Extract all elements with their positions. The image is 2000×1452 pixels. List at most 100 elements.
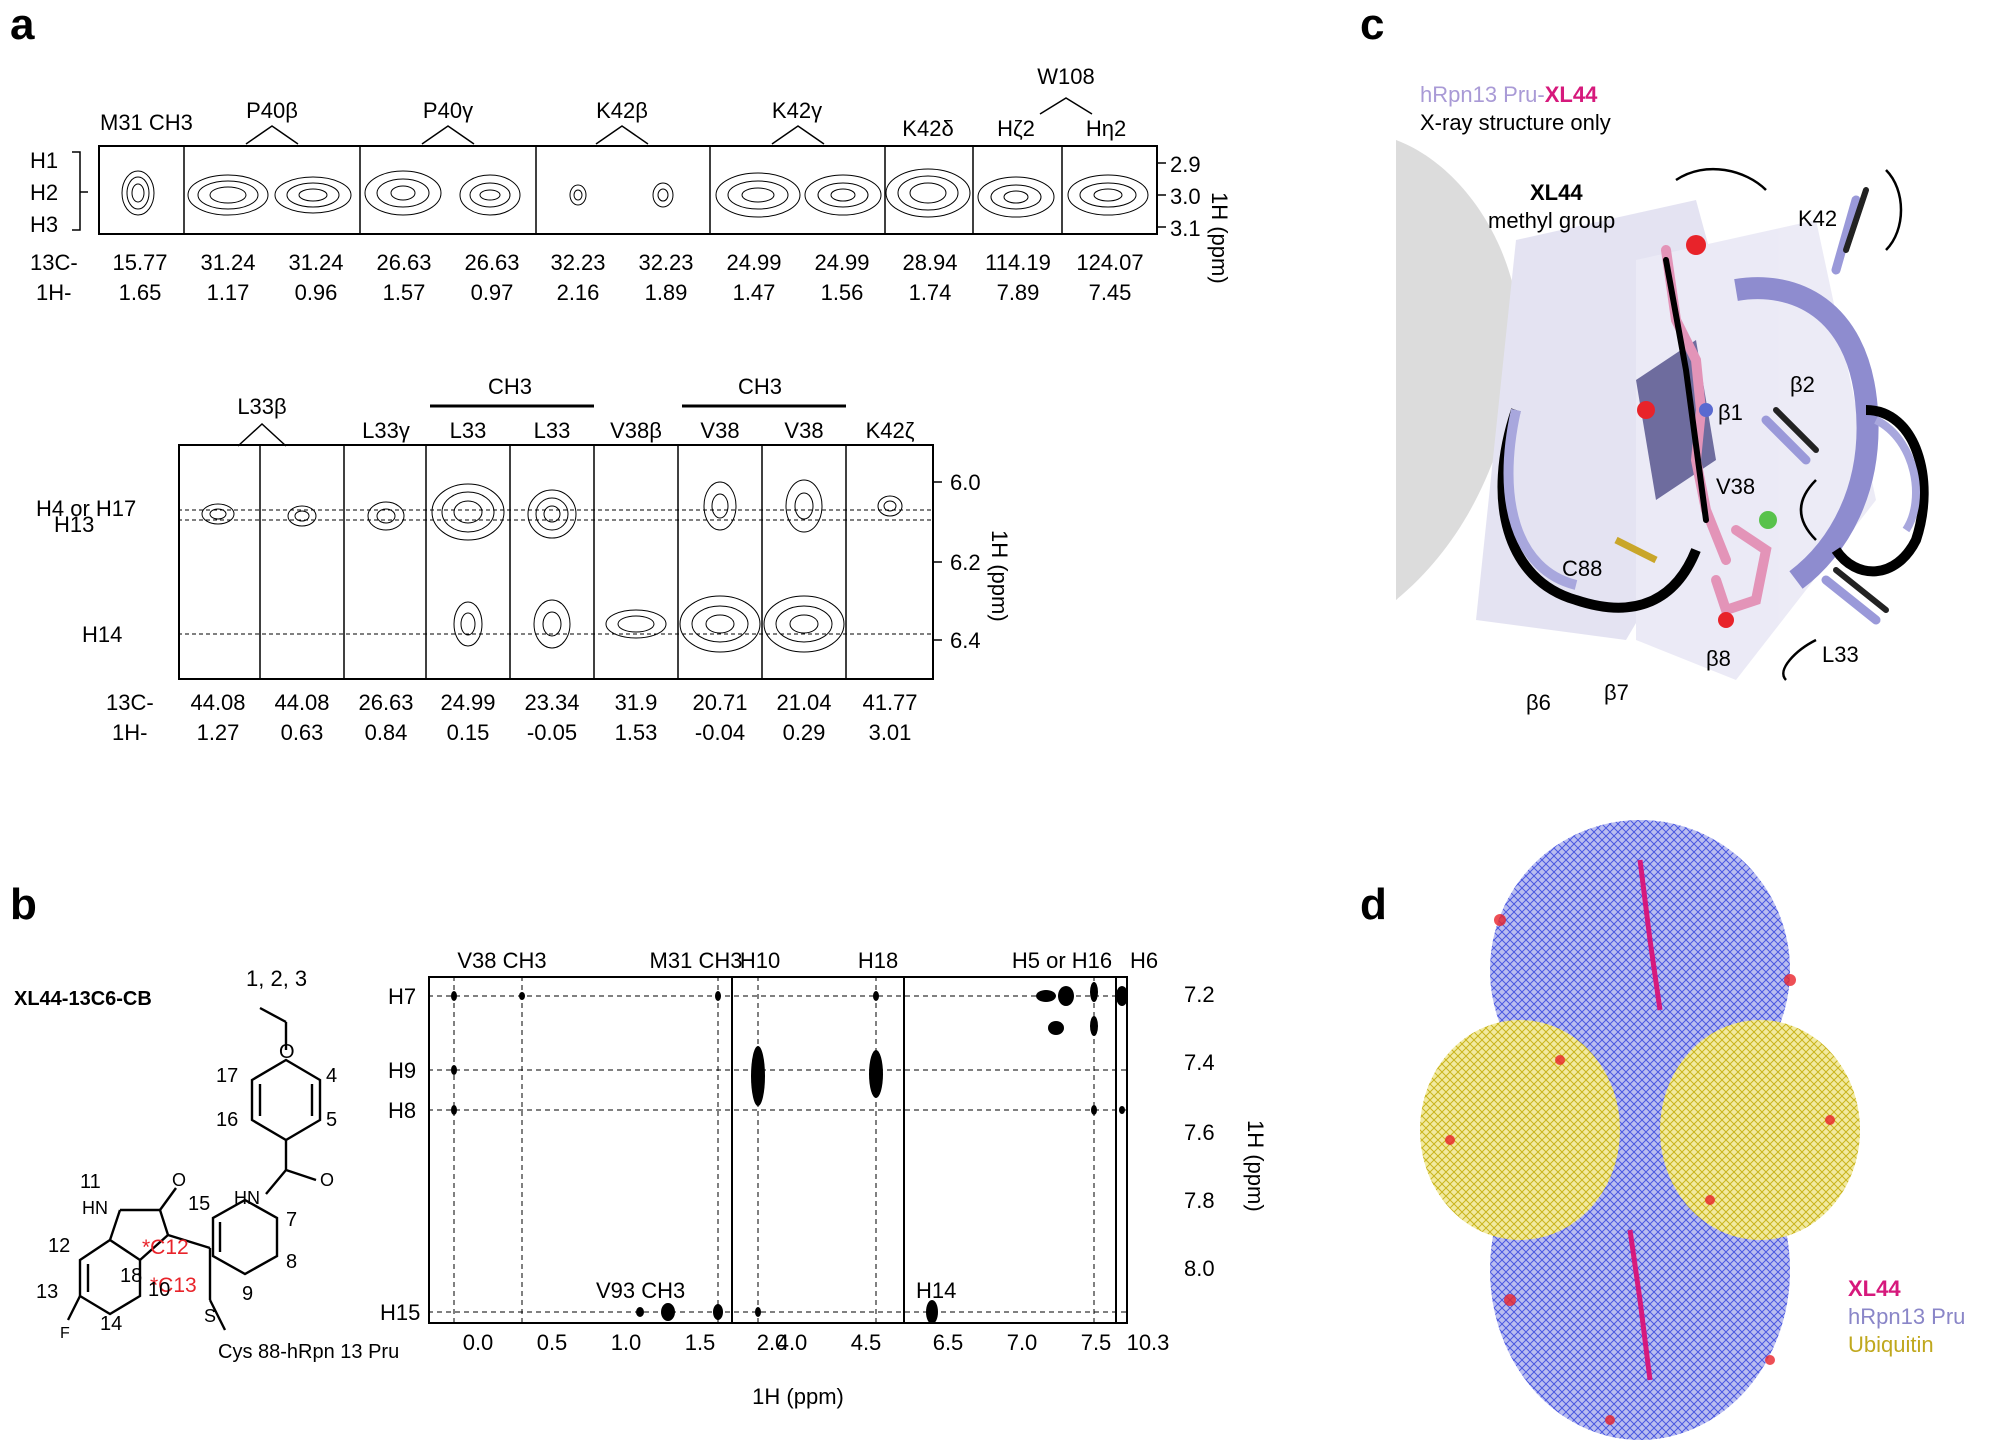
density-svg — [1420, 820, 1860, 1440]
spec-x-40: 4.0 — [776, 1330, 808, 1355]
top-brackets — [245, 97, 1093, 145]
col-label-v38-a: V38 — [700, 418, 740, 443]
atom-13: 13 — [36, 1281, 58, 1303]
panel-a-top-strips — [98, 145, 1158, 235]
col-label-v38-b: V38 — [784, 418, 824, 443]
spec-inner-v93: V93 CH3 — [596, 1278, 686, 1303]
atom-s: S — [204, 1306, 216, 1326]
group-label-w108: W108 — [1037, 64, 1095, 89]
atom-methyl: 1, 2, 3 — [246, 966, 307, 991]
bottom-c13-7: 21.04 — [776, 690, 832, 715]
row-label-h14: H14 — [82, 622, 123, 647]
top-c13-11: 124.07 — [1076, 250, 1144, 275]
atom-cys: Cys 88-hRpn 13 Pru — [218, 1341, 399, 1363]
top-h1-prefix: 1H- — [36, 280, 72, 305]
top-tick-29: 2.9 — [1170, 152, 1201, 177]
bottom-right-axis — [934, 481, 942, 641]
top-h1-0: 1.65 — [118, 280, 162, 305]
atom-11: 11 — [80, 1171, 101, 1193]
top-c13-5: 32.23 — [550, 250, 606, 275]
top-c13-10: 114.19 — [985, 250, 1051, 275]
bottom-h1-6: -0.04 — [694, 720, 746, 745]
col-label-k42g: K42γ — [771, 98, 823, 123]
bottom-c13-0: 44.08 — [190, 690, 246, 715]
atom-15: 15 — [188, 1193, 210, 1215]
bottom-h1-5: 1.53 — [614, 720, 658, 745]
ch3-label-2: CH3 — [737, 374, 783, 399]
atom-9: 9 — [242, 1283, 253, 1305]
spec-y-78: 7.8 — [1184, 1188, 1215, 1213]
spec-row-h8: H8 — [388, 1098, 417, 1123]
c-label-b6: β6 — [1526, 690, 1551, 715]
top-c13-prefix: 13C- — [30, 250, 78, 275]
spec-y-title: 1H (ppm) — [1243, 1120, 1268, 1212]
spec-x-10: 1.0 — [610, 1330, 642, 1355]
col-label-v38b: V38β — [610, 418, 662, 443]
bottom-values: 44.08 44.08 26.63 24.99 23.34 31.9 20.71… — [178, 690, 934, 750]
spectrum-svg — [428, 976, 1128, 1324]
col-label-l33-a: L33 — [449, 418, 487, 443]
col-label-m31: M31 CH3 — [100, 110, 193, 135]
top-values: 15.77 31.24 31.24 26.63 26.63 32.23 32.2… — [98, 250, 1158, 310]
bottom-h1-8: 3.01 — [868, 720, 912, 745]
spec-y-80: 8.0 — [1184, 1256, 1215, 1281]
bottom-tick-62: 6.2 — [950, 550, 981, 575]
spec-y-72: 7.2 — [1184, 982, 1215, 1007]
spec-top-h10: H10 — [739, 948, 781, 973]
spec-x-70: 7.0 — [1006, 1330, 1038, 1355]
panel-label-d: d — [1360, 880, 1387, 929]
bottom-c13-4: 23.34 — [524, 690, 580, 715]
atom-o2: O — [320, 1170, 334, 1190]
spec-x-65: 6.5 — [932, 1330, 964, 1355]
row-label-h3: H3 — [30, 212, 59, 237]
d-legend-pru: hRpn13 Pru — [1848, 1304, 1966, 1329]
strip-plot-top — [98, 145, 1158, 235]
spec-inner-h14: H14 — [916, 1278, 957, 1303]
strip-plot-bottom — [178, 444, 934, 680]
row-label-h4h17: H4 or H17 — [36, 496, 137, 521]
col-label-hh2: Hη2 — [1085, 116, 1127, 141]
row-label-h1: H1 — [30, 148, 59, 173]
spec-x-75: 7.5 — [1080, 1330, 1112, 1355]
spec-y-74: 7.4 — [1184, 1050, 1215, 1075]
bottom-c13-1: 44.08 — [274, 690, 330, 715]
top-c13-3: 26.63 — [376, 250, 432, 275]
c-label-b1: β1 — [1718, 400, 1743, 425]
top-h1-3: 1.57 — [382, 280, 426, 305]
top-h1-6: 1.89 — [644, 280, 688, 305]
top-c13-1: 31.24 — [200, 250, 256, 275]
top-h1-11: 7.45 — [1088, 280, 1132, 305]
spec-y-76: 7.6 — [1184, 1120, 1215, 1145]
c-methyl-label: methyl group — [1488, 208, 1616, 233]
top-c13-0: 15.77 — [112, 250, 168, 275]
spec-row-h9: H9 — [388, 1058, 417, 1083]
c-label-b7: β7 — [1604, 680, 1629, 705]
panel-label-c: c — [1360, 0, 1385, 49]
atom-c12: *C12 — [142, 1236, 189, 1259]
top-axis-title: 1H (ppm) — [1207, 192, 1232, 284]
col-label-k42d: K42δ — [902, 116, 954, 141]
top-c13-6: 32.23 — [638, 250, 694, 275]
top-c13-4: 26.63 — [464, 250, 520, 275]
bottom-tick-64: 6.4 — [950, 628, 981, 653]
c-xl44-label: XL44 — [1530, 180, 1583, 205]
spec-row-h15: H15 — [380, 1300, 421, 1325]
bottom-h1-7: 0.29 — [782, 720, 826, 745]
top-h1-7: 1.47 — [732, 280, 776, 305]
bottom-c13-6: 20.71 — [692, 690, 748, 715]
c-legend-line2: X-ray structure only — [1420, 110, 1611, 135]
electron-density-d — [1410, 800, 1870, 1452]
col-label-hz2: Hζ2 — [997, 116, 1035, 141]
top-c13-7: 24.99 — [726, 250, 782, 275]
spec-top-v38: V38 CH3 — [457, 948, 547, 973]
top-c13-9: 28.94 — [902, 250, 958, 275]
spec-x-05: 0.5 — [536, 1330, 568, 1355]
c-legend-xl44: XL44 — [1544, 82, 1598, 107]
bottom-c13-prefix: 13C- — [106, 690, 154, 715]
c-label-v38: V38 — [1716, 474, 1756, 499]
panel-a-bottom-strips — [178, 444, 934, 680]
chemical-structure: 1, 2, 3 O 17 4 16 5 O HN 11 HN O 15 7 12… — [36, 966, 399, 1363]
structure-c-svg — [1396, 80, 2000, 720]
col-label-p40b: P40β — [246, 98, 298, 123]
bottom-c13-5: 31.9 — [614, 690, 658, 715]
